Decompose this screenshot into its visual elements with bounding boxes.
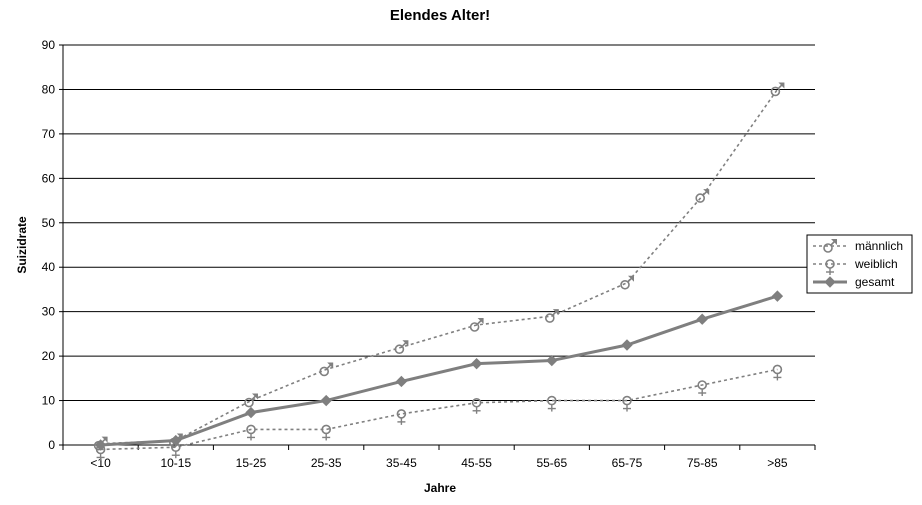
series-line xyxy=(100,294,778,447)
data-point xyxy=(320,394,332,407)
legend-label: männlich xyxy=(855,239,903,253)
male-symbol-arrow xyxy=(101,436,108,443)
data-point xyxy=(823,239,837,253)
y-tick-label: 50 xyxy=(42,216,56,230)
data-point xyxy=(622,395,632,412)
data-point xyxy=(544,309,559,323)
y-tick-label: 60 xyxy=(42,171,56,185)
data-point xyxy=(772,364,783,381)
male-symbol-ring xyxy=(469,322,480,332)
male-symbol-ring xyxy=(544,313,555,323)
data-point xyxy=(94,439,107,451)
legend-item: männlich xyxy=(813,239,903,253)
data-point xyxy=(546,354,558,367)
data-point xyxy=(319,362,334,377)
y-tick-label: 0 xyxy=(48,438,55,452)
data-point xyxy=(395,375,408,388)
x-tick-label: 65-75 xyxy=(612,456,643,470)
male-symbol-arrow xyxy=(778,82,785,89)
series-line xyxy=(100,368,778,451)
data-point xyxy=(245,406,257,419)
data-point xyxy=(246,424,256,441)
x-tick-label: <10 xyxy=(90,456,111,470)
data-point xyxy=(695,189,710,203)
series-gesamt xyxy=(94,290,784,451)
male-symbol-arrow xyxy=(703,189,710,196)
y-tick-label: 80 xyxy=(42,82,56,96)
data-point xyxy=(546,395,557,412)
data-point xyxy=(244,393,258,408)
y-tick-label: 10 xyxy=(42,394,56,408)
x-tick-label: 15-25 xyxy=(236,456,267,470)
data-point xyxy=(321,424,332,441)
chart-title: Elendes Alter! xyxy=(390,7,490,24)
y-axis-ticks: 0 10 20 30 40 50 60 70 80 90 xyxy=(42,38,63,452)
gridlines xyxy=(63,44,815,402)
series-line xyxy=(100,88,779,445)
male-symbol-ring xyxy=(244,397,254,408)
data-point xyxy=(620,275,634,290)
legend: männlich weiblich gesamt xyxy=(806,234,913,294)
data-point xyxy=(470,357,483,370)
x-tick-label: 35-45 xyxy=(386,456,417,470)
x-axis-label: Jahre xyxy=(424,481,456,495)
male-symbol-ring xyxy=(620,279,630,290)
data-point xyxy=(469,318,484,332)
male-symbol-ring xyxy=(823,243,833,253)
male-symbol-ring xyxy=(319,366,330,377)
data-point xyxy=(394,340,409,355)
y-tick-label: 40 xyxy=(42,260,56,274)
male-symbol-arrow xyxy=(402,340,409,347)
x-axis-ticks: <10 10-15 15-25 25-35 35-45 45-55 55-65 65-75 75… xyxy=(62,445,816,470)
data-point xyxy=(824,276,836,288)
data-point xyxy=(471,397,482,414)
data-point xyxy=(621,339,633,351)
legend-label: weiblich xyxy=(854,257,898,271)
legend-label: gesamt xyxy=(855,275,895,289)
data-point xyxy=(697,380,708,396)
x-tick-label: 25-35 xyxy=(311,456,342,470)
y-tick-label: 20 xyxy=(42,349,56,363)
x-tick-label: 10-15 xyxy=(160,456,191,470)
data-point xyxy=(696,313,708,325)
y-tick-label: 70 xyxy=(42,127,56,141)
series-layer xyxy=(93,82,785,461)
male-symbol-arrow xyxy=(552,309,559,316)
x-tick-label: >85 xyxy=(767,456,788,470)
x-tick-label: 45-55 xyxy=(461,456,492,470)
male-symbol-arrow xyxy=(831,239,837,245)
y-tick-label: 30 xyxy=(42,305,56,319)
legend-item: weiblich xyxy=(813,257,898,275)
series-weiblich xyxy=(95,364,783,461)
male-symbol-ring xyxy=(394,344,405,355)
legend-item: gesamt xyxy=(813,275,895,289)
male-symbol-arrow xyxy=(252,393,258,400)
male-symbol-ring xyxy=(695,193,706,203)
data-point xyxy=(825,259,835,275)
y-tick-label: 90 xyxy=(42,38,56,52)
male-symbol-ring xyxy=(770,86,781,97)
male-symbol-arrow xyxy=(477,318,484,324)
x-tick-label: 55-65 xyxy=(536,456,567,470)
data-point xyxy=(396,409,407,425)
data-point xyxy=(771,290,784,302)
x-tick-label: 75-85 xyxy=(687,456,718,470)
data-point xyxy=(770,82,785,97)
male-symbol-arrow xyxy=(327,362,334,369)
male-symbol-arrow xyxy=(628,275,634,282)
data-point xyxy=(170,434,182,447)
y-axis-label: Suizidrate xyxy=(15,216,29,274)
series-männlich xyxy=(93,82,785,451)
